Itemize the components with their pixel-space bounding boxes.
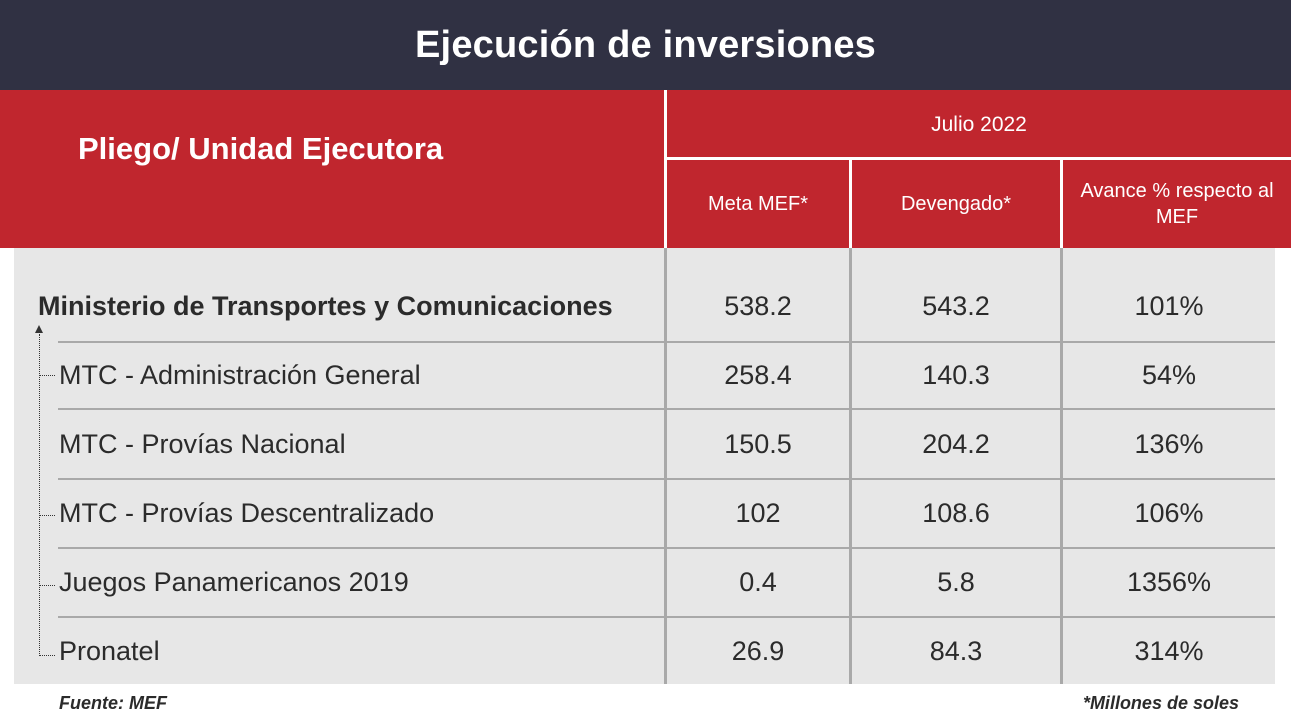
hierarchy-branch <box>39 515 55 516</box>
body-divider-meta <box>849 248 852 684</box>
body-divider-entity <box>664 248 667 684</box>
row-divider <box>58 408 1275 410</box>
table-row: Pronatel 26.9 84.3 314% <box>0 618 1291 684</box>
header-col-meta: Meta MEF* <box>707 193 809 215</box>
source-note: Fuente: MEF <box>59 693 167 713</box>
row-name: Juegos Panamericanos 2019 <box>59 567 409 597</box>
row-meta: 538.2 <box>724 291 792 321</box>
header-divider-devengado <box>1060 157 1063 248</box>
row-name: Ministerio de Transportes y Comunicacion… <box>38 291 613 321</box>
hierarchy-connector <box>39 334 40 656</box>
hierarchy-branch <box>39 375 55 376</box>
row-devengado: 543.2 <box>922 291 990 321</box>
table-row: Juegos Panamericanos 2019 0.4 5.8 1356% <box>0 549 1291 616</box>
row-avance: 101% <box>1134 291 1204 321</box>
table-row: Ministerio de Transportes y Comunicacion… <box>0 272 1291 341</box>
row-avance: 136% <box>1134 428 1204 459</box>
table-row: MTC - Administración General 258.4 140.3… <box>0 343 1291 408</box>
row-meta: 26.9 <box>731 635 785 666</box>
row-divider <box>58 547 1275 549</box>
row-devengado: 84.3 <box>929 635 983 666</box>
header-divider-meta <box>849 157 852 248</box>
body-divider-devengado <box>1060 248 1063 684</box>
header-entity: Pliego/ Unidad Ejecutora <box>78 131 444 166</box>
row-meta: 258.4 <box>724 360 792 390</box>
table-header <box>0 90 1291 248</box>
table-row: MTC - Provías Nacional 150.5 204.2 136% <box>0 410 1291 478</box>
units-note: *Millones de soles <box>1082 693 1239 713</box>
hierarchy-branch <box>39 585 55 586</box>
table-body <box>14 248 1275 684</box>
row-name: MTC - Administración General <box>59 360 421 390</box>
hierarchy-branch <box>39 655 55 656</box>
row-name: Pronatel <box>59 635 160 666</box>
table-row: MTC - Provías Descentralizado 102 108.6 … <box>0 480 1291 547</box>
header-col-devengado: Devengado* <box>900 193 1012 215</box>
row-devengado: 204.2 <box>922 428 990 459</box>
row-name: MTC - Provías Nacional <box>59 428 346 459</box>
row-divider <box>58 616 1275 618</box>
row-avance: 1356% <box>1126 567 1212 597</box>
header-period: Julio 2022 <box>931 113 1027 136</box>
arrow-up-icon <box>35 325 43 333</box>
row-avance: 54% <box>1141 360 1197 390</box>
row-divider <box>58 341 1275 343</box>
row-divider <box>58 478 1275 480</box>
chart-title: Ejecución de inversiones <box>0 0 1291 90</box>
header-col-avance: Avance % respecto al MEF <box>1080 180 1274 228</box>
row-avance: 314% <box>1134 635 1204 666</box>
row-devengado: 140.3 <box>922 360 990 390</box>
row-meta: 0.4 <box>739 567 777 597</box>
header-period-divider <box>665 157 1291 160</box>
row-devengado: 5.8 <box>937 567 975 597</box>
row-meta: 150.5 <box>724 428 792 459</box>
row-name: MTC - Provías Descentralizado <box>59 498 435 528</box>
row-avance: 106% <box>1134 498 1204 528</box>
row-meta: 102 <box>735 498 781 528</box>
row-devengado: 108.6 <box>922 498 990 528</box>
header-divider-entity <box>664 90 667 248</box>
